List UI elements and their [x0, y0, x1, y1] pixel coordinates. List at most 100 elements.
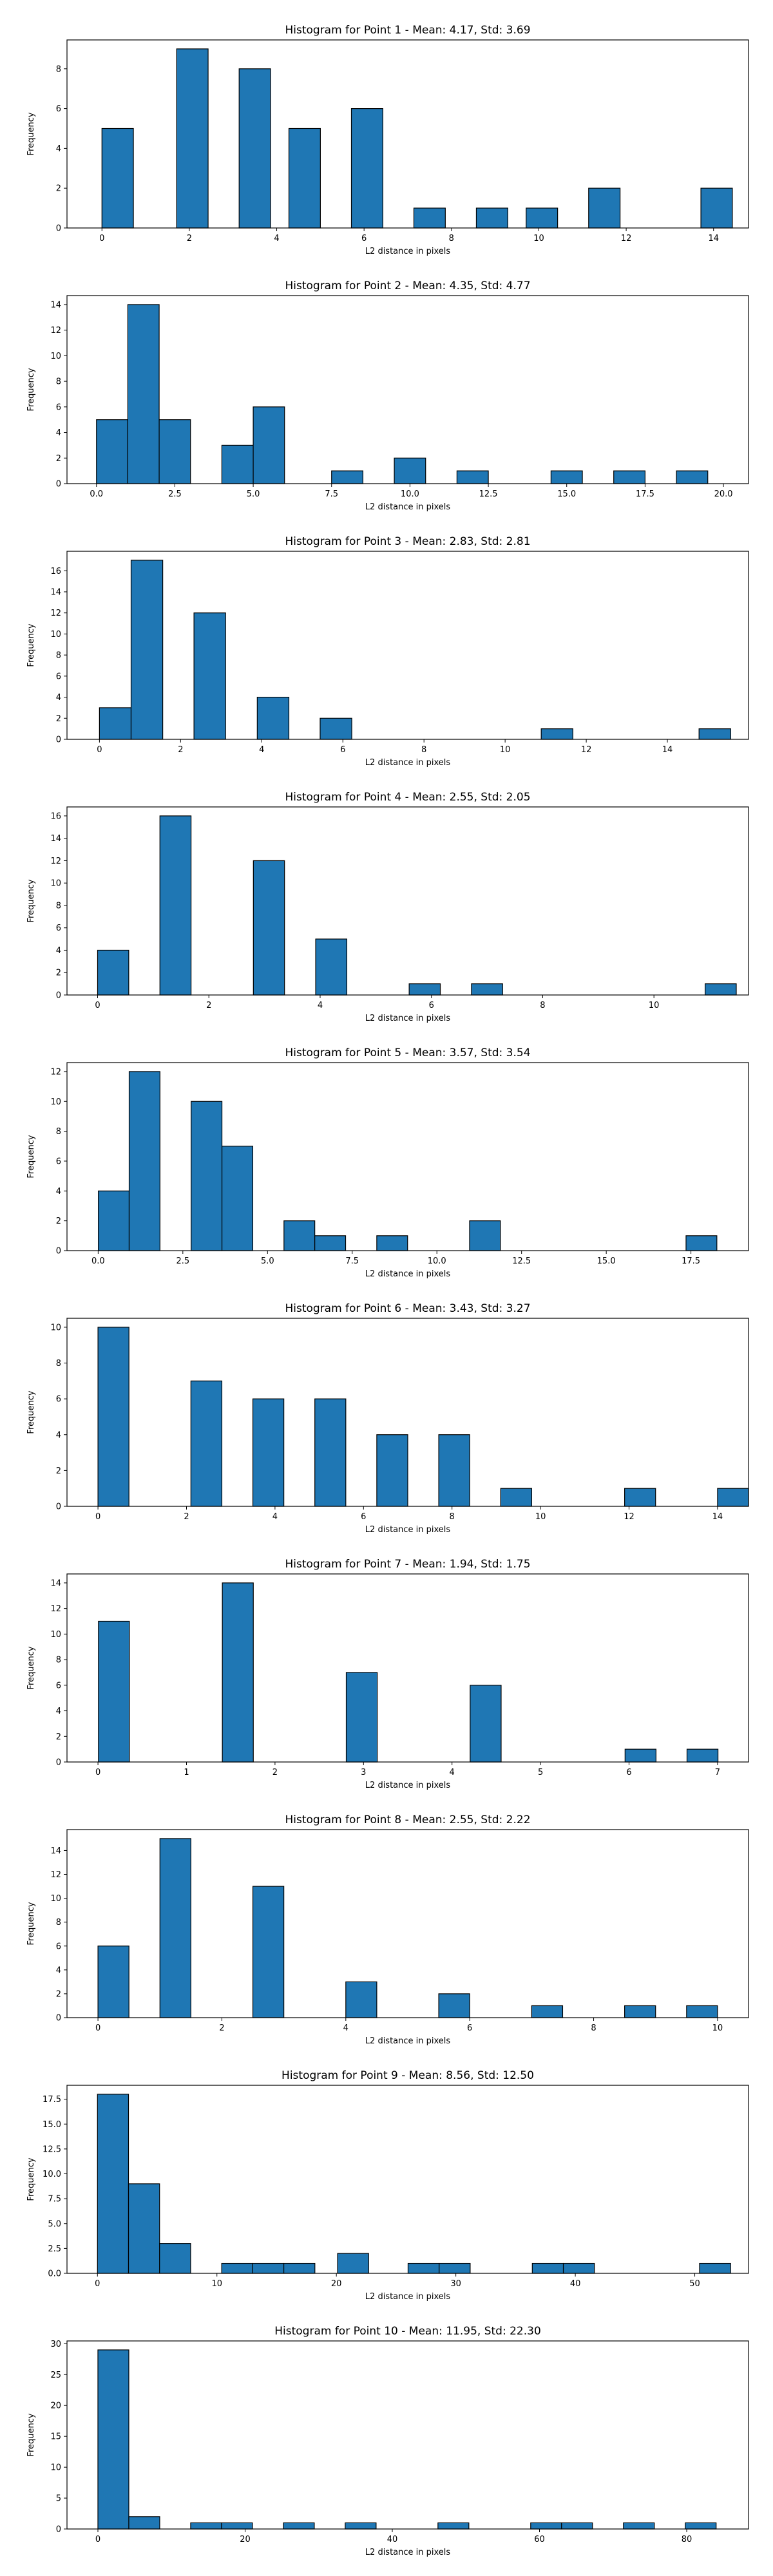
histogram-bar	[700, 187, 733, 229]
x-tick-label: 10.0	[428, 1256, 446, 1266]
axes-frame	[66, 295, 749, 484]
histogram-bar	[314, 1398, 347, 1507]
histogram-bar	[469, 1220, 501, 1251]
histogram-bar	[221, 1146, 254, 1251]
histogram-bar	[437, 2522, 470, 2530]
histogram-bar	[623, 2522, 655, 2530]
y-tick-label: 12	[50, 609, 61, 618]
chart-panel: Histogram for Point 10 - Mean: 11.95, St…	[26, 2325, 749, 2557]
y-tick-label: 2	[56, 184, 61, 194]
x-tick-label: 0	[99, 234, 104, 243]
y-tick-label: 8	[56, 64, 61, 74]
y-tick-label: 20	[50, 2401, 61, 2411]
histogram-bar	[221, 2522, 253, 2530]
x-axis-label: L2 distance in pixels	[365, 2292, 451, 2302]
x-tick-label: 6	[467, 2023, 472, 2033]
y-tick-label: 8	[56, 1656, 61, 1665]
histogram-bar	[699, 2262, 731, 2274]
x-tick-label: 4	[318, 1001, 323, 1010]
histogram-bar	[562, 2262, 595, 2274]
y-tick-label: 0	[56, 1247, 61, 1256]
y-tick-label: 0	[56, 1502, 61, 1512]
y-tick-label: 7.5	[48, 2195, 61, 2204]
histogram-bar	[470, 1685, 502, 1763]
histogram-bar	[438, 1993, 470, 2018]
histogram-bar	[252, 1886, 285, 2018]
y-tick-label: 10	[50, 1894, 61, 1904]
x-tick-label: 10	[500, 745, 511, 755]
y-tick-label: 12	[50, 326, 61, 336]
histogram-bar	[471, 983, 503, 996]
x-tick-label: 6	[361, 1512, 366, 1522]
y-tick-label: 16	[50, 811, 61, 821]
chart-panel: Histogram for Point 1 - Mean: 4.17, Std:…	[26, 24, 749, 256]
y-tick-label: 5	[56, 2494, 61, 2504]
chart-title: Histogram for Point 9 - Mean: 8.56, Std:…	[282, 2069, 534, 2082]
y-axis-label: Frequency	[26, 2157, 36, 2201]
y-tick-label: 10	[50, 2463, 61, 2473]
x-tick-label: 2.5	[176, 1256, 189, 1266]
histogram-bar	[96, 419, 129, 484]
y-tick-label: 8	[56, 377, 61, 387]
x-axis-label: L2 distance in pixels	[365, 758, 451, 768]
x-tick-label: 12.5	[479, 489, 498, 499]
y-tick-label: 12	[50, 1870, 61, 1880]
axes-frame	[66, 551, 749, 740]
axes-frame	[66, 1318, 749, 1507]
x-tick-label: 30	[450, 2279, 461, 2289]
y-tick-label: 14	[50, 1846, 61, 1856]
histogram-bar	[613, 470, 646, 484]
chart-panel: Histogram for Point 7 - Mean: 1.94, Std:…	[26, 1558, 749, 1790]
y-tick-label: 12	[50, 1067, 61, 1077]
histogram-bar	[439, 2262, 471, 2274]
x-tick-label: 80	[682, 2535, 692, 2544]
x-tick-label: 60	[534, 2535, 545, 2544]
histogram-bar	[221, 444, 254, 484]
x-tick-label: 10	[535, 1512, 546, 1522]
x-tick-label: 5.0	[261, 1256, 274, 1266]
y-tick-label: 0	[56, 735, 61, 745]
x-tick-label: 5	[538, 1768, 543, 1777]
y-axis-label: Frequency	[26, 2413, 36, 2456]
histogram-bar	[127, 304, 160, 484]
chart-panel: Histogram for Point 5 - Mean: 3.57, Std:…	[26, 1046, 749, 1279]
x-tick-label: 6	[429, 1001, 434, 1010]
chart-title: Histogram for Point 3 - Mean: 2.83, Std:…	[285, 535, 530, 548]
y-tick-label: 14	[50, 300, 61, 310]
y-tick-label: 2	[56, 1732, 61, 1742]
histogram-bar	[253, 860, 285, 996]
x-tick-label: 4	[450, 1768, 455, 1777]
y-tick-label: 14	[50, 834, 61, 844]
histogram-bar	[283, 2262, 316, 2274]
x-tick-label: 0	[95, 1768, 100, 1777]
x-tick-label: 50	[689, 2279, 700, 2289]
chart-title: Histogram for Point 2 - Mean: 4.35, Std:…	[285, 279, 530, 292]
y-tick-label: 0	[56, 2014, 61, 2023]
x-tick-label: 3	[361, 1768, 366, 1777]
histogram-bar	[438, 1434, 470, 1507]
x-tick-label: 4	[272, 1512, 278, 1522]
histogram-bar	[624, 1748, 657, 1763]
histogram-bar	[97, 1327, 129, 1507]
x-tick-label: 2.5	[168, 489, 182, 499]
histogram-bar	[320, 717, 352, 740]
histogram-bar	[408, 983, 441, 996]
y-tick-label: 14	[50, 587, 61, 597]
chart-panel: Histogram for Point 3 - Mean: 2.83, Std:…	[26, 535, 749, 768]
x-axis-label: L2 distance in pixels	[365, 1269, 451, 1279]
y-tick-label: 2	[56, 1466, 61, 1476]
x-tick-label: 12	[581, 745, 592, 755]
x-tick-label: 7.5	[345, 1256, 359, 1266]
y-axis-label: Frequency	[26, 1135, 36, 1178]
histogram-bar	[531, 2262, 564, 2274]
histogram-bar	[176, 48, 209, 229]
y-tick-label: 5.0	[48, 2219, 61, 2229]
x-tick-label: 20	[331, 2279, 342, 2289]
x-axis-label: L2 distance in pixels	[365, 502, 451, 512]
x-tick-label: 5.0	[247, 489, 260, 499]
histogram-bar	[314, 1235, 347, 1251]
histogram-bar	[190, 2522, 222, 2530]
x-axis-label: L2 distance in pixels	[365, 1525, 451, 1535]
x-tick-label: 10	[649, 1001, 660, 1010]
histogram-bar	[159, 815, 192, 996]
